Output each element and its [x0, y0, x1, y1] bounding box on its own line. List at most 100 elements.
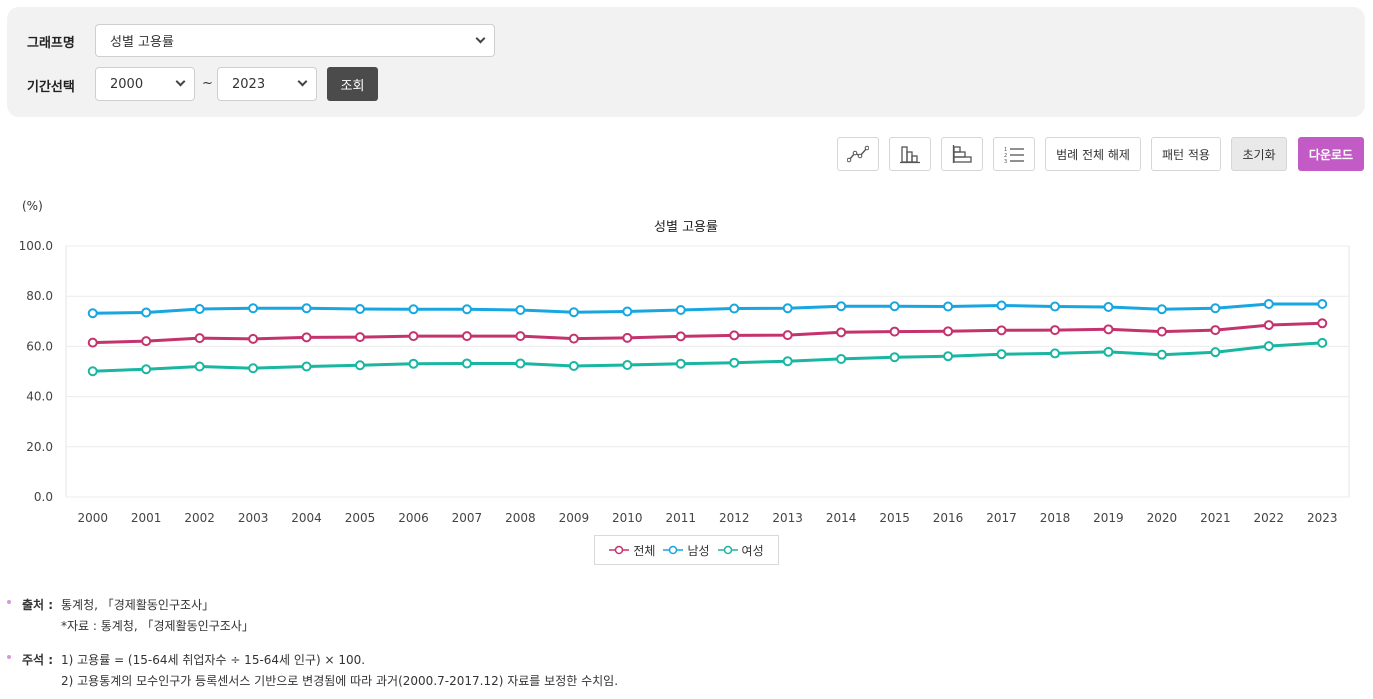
legend-item-male[interactable]: 남성 [663, 542, 710, 559]
data-point-female[interactable] [194, 361, 205, 372]
pattern-apply-button[interactable]: 패턴 적용 [1151, 137, 1221, 171]
data-point-total[interactable] [1210, 325, 1221, 336]
bar-chart-button[interactable] [889, 137, 931, 171]
chart-title: 성별 고용률 [654, 220, 718, 235]
data-point-female[interactable] [943, 351, 954, 362]
data-point-male[interactable] [889, 301, 900, 312]
start-year-value: 2000 [110, 76, 144, 92]
data-point-female[interactable] [1049, 348, 1060, 359]
data-point-female[interactable] [301, 361, 312, 372]
data-point-male[interactable] [568, 307, 579, 318]
data-point-male[interactable] [461, 304, 472, 315]
x-tick-label: 2018 [1040, 511, 1071, 525]
data-point-male[interactable] [408, 304, 419, 315]
legend-item-total[interactable]: 전체 [609, 542, 655, 559]
table-list-button[interactable]: 1 2 3 [993, 137, 1035, 171]
data-point-total[interactable] [515, 331, 526, 342]
data-point-total[interactable] [568, 333, 579, 344]
line-chart-button[interactable] [837, 137, 879, 171]
data-point-male[interactable] [194, 304, 205, 315]
data-point-total[interactable] [1317, 318, 1328, 329]
data-point-female[interactable] [836, 353, 847, 364]
data-point-female[interactable] [729, 357, 740, 368]
search-button[interactable]: 조회 [327, 67, 378, 101]
data-point-female[interactable] [996, 349, 1007, 360]
horizontal-bar-chart-button[interactable] [941, 137, 983, 171]
x-tick-label: 2020 [1147, 511, 1178, 525]
data-point-total[interactable] [355, 332, 366, 343]
data-point-total[interactable] [1049, 325, 1060, 336]
data-point-total[interactable] [996, 325, 1007, 336]
data-point-female[interactable] [782, 356, 793, 367]
data-point-male[interactable] [675, 305, 686, 316]
data-point-total[interactable] [1263, 320, 1274, 331]
data-point-female[interactable] [568, 360, 579, 371]
data-point-male[interactable] [943, 301, 954, 312]
data-point-female[interactable] [515, 358, 526, 369]
data-point-total[interactable] [729, 330, 740, 341]
legend-label-total: 전체 [633, 543, 656, 558]
data-point-total[interactable] [1103, 324, 1114, 335]
data-point-male[interactable] [729, 303, 740, 314]
svg-text:1: 1 [1004, 147, 1007, 153]
data-point-total[interactable] [194, 333, 205, 344]
data-point-female[interactable] [1263, 341, 1274, 352]
start-year-select[interactable]: 2000 [95, 67, 195, 101]
data-point-male[interactable] [996, 300, 1007, 311]
data-point-female[interactable] [87, 366, 98, 377]
data-point-male[interactable] [1263, 298, 1274, 309]
comment-label: 주석 : [22, 653, 54, 667]
data-point-female[interactable] [675, 358, 686, 369]
data-point-male[interactable] [622, 306, 633, 317]
data-point-total[interactable] [248, 333, 259, 344]
data-point-male[interactable] [141, 307, 152, 318]
data-point-total[interactable] [889, 326, 900, 337]
data-point-female[interactable] [1210, 347, 1221, 358]
line-chart-icon [847, 145, 869, 163]
data-point-total[interactable] [622, 332, 633, 343]
data-point-total[interactable] [301, 332, 312, 343]
data-point-male[interactable] [1156, 304, 1167, 315]
data-point-male[interactable] [1103, 301, 1114, 312]
data-point-male[interactable] [1210, 303, 1221, 314]
data-point-total[interactable] [87, 337, 98, 348]
data-point-male[interactable] [1049, 301, 1060, 312]
data-point-female[interactable] [1156, 349, 1167, 360]
x-tick-label: 2019 [1093, 511, 1124, 525]
source-label: 출처 : [22, 598, 54, 612]
data-point-total[interactable] [943, 326, 954, 337]
data-point-male[interactable] [1317, 298, 1328, 309]
data-point-female[interactable] [461, 358, 472, 369]
data-point-total[interactable] [408, 331, 419, 342]
end-year-select[interactable]: 2023 [217, 67, 317, 101]
data-point-total[interactable] [782, 330, 793, 341]
data-point-female[interactable] [355, 360, 366, 371]
data-point-total[interactable] [1156, 326, 1167, 337]
legend-clear-button[interactable]: 범례 전체 해제 [1045, 137, 1141, 171]
data-point-female[interactable] [622, 359, 633, 370]
reset-button[interactable]: 초기화 [1231, 137, 1287, 171]
legend-label-female: 여성 [741, 543, 764, 558]
data-point-male[interactable] [782, 303, 793, 314]
data-point-male[interactable] [301, 303, 312, 314]
data-point-male[interactable] [836, 301, 847, 312]
data-point-female[interactable] [248, 363, 259, 374]
data-point-total[interactable] [675, 331, 686, 342]
data-point-female[interactable] [1317, 337, 1328, 348]
data-point-total[interactable] [836, 327, 847, 338]
data-point-female[interactable] [141, 364, 152, 375]
legend-item-female[interactable]: 여성 [717, 542, 764, 559]
data-point-total[interactable] [141, 336, 152, 347]
data-point-male[interactable] [355, 304, 366, 315]
data-point-male[interactable] [248, 303, 259, 314]
x-tick-label: 2015 [879, 511, 910, 525]
data-point-female[interactable] [408, 358, 419, 369]
data-point-female[interactable] [889, 352, 900, 363]
data-point-male[interactable] [515, 305, 526, 316]
data-point-total[interactable] [461, 331, 472, 342]
graph-select[interactable]: 성별 고용률 [95, 24, 495, 57]
data-point-female[interactable] [1103, 346, 1114, 357]
data-point-male[interactable] [87, 308, 98, 319]
download-button[interactable]: 다운로드 [1298, 137, 1364, 171]
legend-label-male: 남성 [687, 543, 710, 558]
